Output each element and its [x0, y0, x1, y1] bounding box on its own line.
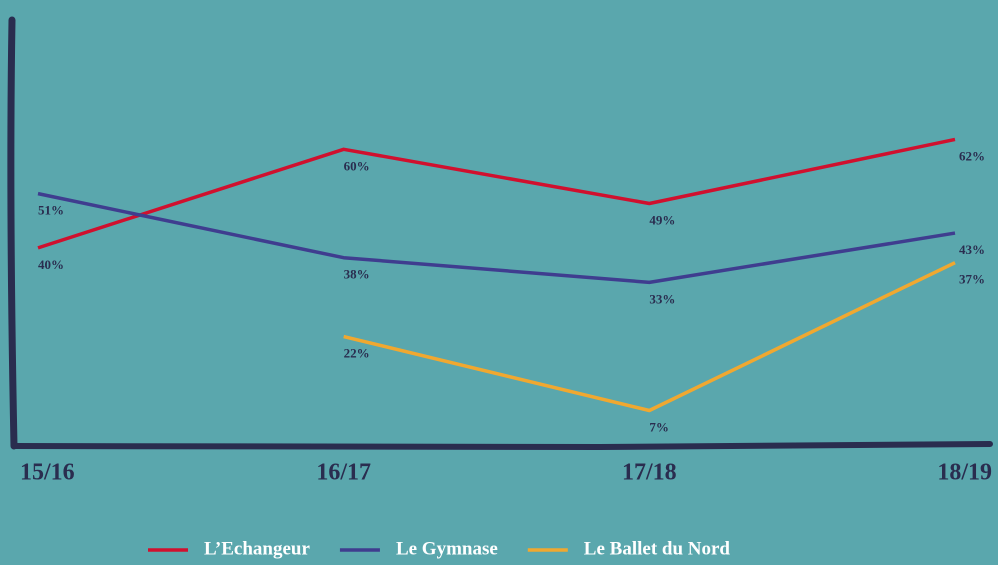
data-label: 7% [649, 419, 669, 434]
series-line [37, 191, 956, 285]
legend-label: Le Ballet du Nord [584, 538, 731, 559]
x-tick-label: 18/19 [937, 460, 992, 486]
series-line [343, 261, 956, 413]
data-label: 40% [38, 257, 64, 272]
x-axis [11, 441, 993, 451]
data-label: 22% [344, 346, 370, 361]
y-axis [7, 16, 18, 450]
data-label: 33% [649, 291, 675, 306]
data-label: 43% [959, 242, 985, 257]
x-tick-label: 16/17 [316, 460, 371, 486]
x-tick-label: 15/16 [20, 460, 75, 486]
data-label: 49% [649, 212, 675, 227]
legend-label: L’Echangeur [204, 538, 310, 559]
data-label: 62% [959, 148, 985, 163]
legend-label: Le Gymnase [396, 538, 498, 559]
x-tick-label: 17/18 [622, 460, 677, 486]
data-label: 51% [38, 203, 64, 218]
series-line [37, 137, 956, 250]
data-label: 37% [959, 272, 985, 287]
data-label: 60% [344, 158, 370, 173]
data-label: 38% [344, 267, 370, 282]
